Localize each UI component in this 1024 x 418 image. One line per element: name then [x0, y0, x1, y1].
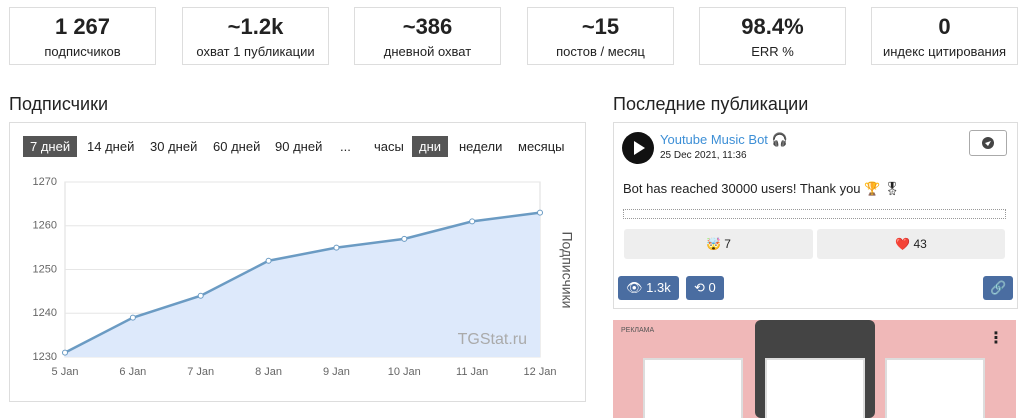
- section-title: Последние публикации: [613, 94, 809, 114]
- stat-label: постов / месяц: [556, 44, 645, 59]
- views: 1.3k: [646, 280, 671, 295]
- channel-link[interactable]: Youtube Music Bot 🎧: [660, 132, 788, 147]
- range-button[interactable]: ...: [340, 139, 351, 154]
- stat-label: подписчиков: [44, 44, 121, 59]
- range-button[interactable]: 30 дней: [150, 139, 198, 154]
- stat-card: 98.4% ERR %: [699, 7, 846, 65]
- window: [765, 358, 865, 418]
- stat-value: 1 267: [54, 14, 111, 39]
- point: [333, 244, 340, 251]
- line: [64, 211, 541, 354]
- telegram-button[interactable]: [969, 130, 1007, 156]
- point: [62, 349, 68, 356]
- reaction[interactable]: ❤️ 43: [817, 229, 1005, 259]
- window: [885, 358, 985, 418]
- range-button[interactable]: месяцы: [518, 139, 565, 154]
- stat-label: дневной охват: [383, 44, 472, 59]
- y-tick-label: 1230: [33, 351, 57, 363]
- x-tick-label: 8 Jan: [255, 366, 282, 378]
- x-tick-label: 7 Jan: [187, 366, 214, 378]
- point: [129, 314, 136, 321]
- post-card: Youtube Music Bot 🎧 25 Dec 2021, 11:36 B…: [613, 122, 1018, 309]
- x-tick-label: 10 Jan: [388, 366, 421, 378]
- ad-banner[interactable]: РЕКЛАМА ⋮: [613, 320, 1016, 418]
- point: [197, 292, 204, 299]
- y-tick-label: 1260: [33, 220, 57, 232]
- window: [643, 358, 743, 418]
- range-button[interactable]: 60 дней: [213, 139, 261, 154]
- post-text: Bot has reached 30000 users! Thank you 🏆…: [623, 181, 901, 196]
- count: 43: [913, 237, 927, 251]
- reposts: 0: [708, 280, 716, 295]
- range-button[interactable]: недели: [459, 139, 503, 154]
- range-button[interactable]: часы: [374, 139, 404, 154]
- point: [401, 235, 408, 242]
- progress: [623, 209, 1006, 219]
- stat-card: ~15 постов / месяц: [527, 7, 674, 65]
- reaction[interactable]: 🤯 7: [624, 229, 813, 259]
- point: [469, 218, 476, 225]
- post-date: 25 Dec 2021, 11:36: [660, 150, 747, 161]
- views-button[interactable]: 👁 1.3k: [618, 276, 679, 300]
- stat-label: индекс цитирования: [882, 44, 1007, 59]
- y-tick-label: 1240: [33, 307, 57, 319]
- y-tick-label: 1270: [33, 176, 57, 188]
- section-title: Подписчики: [9, 94, 109, 114]
- emoji: 🤯: [706, 237, 721, 251]
- range-button[interactable]: 90 дней: [275, 139, 323, 154]
- area: [65, 212, 540, 357]
- x-tick-label: 9 Jan: [323, 366, 350, 378]
- watermark: TGStat.ru: [458, 331, 527, 348]
- x-tick-label: 5 Jan: [52, 366, 79, 378]
- menu[interactable]: ⋮: [988, 330, 1004, 347]
- stat-value: 0: [938, 14, 951, 39]
- range-button[interactable]: 7 дней: [23, 136, 78, 157]
- stat-card: 0 индекс цитирования: [871, 7, 1018, 65]
- stat-value: ~386: [402, 14, 453, 39]
- icon: [982, 137, 994, 149]
- x-tick-label: 12 Jan: [523, 366, 556, 378]
- stat-value: ~15: [581, 14, 620, 39]
- x-tick-label: 6 Jan: [119, 366, 146, 378]
- stat-card: ~386 дневной охват: [354, 7, 501, 65]
- link-button[interactable]: 🔗: [983, 276, 1014, 300]
- chart: Подписчики 1230 1240 1250 1260 1270 5 Jan 6 Ja…: [33, 176, 576, 378]
- x-tick-label: 11 Jan: [456, 366, 488, 378]
- emoji: ❤️: [895, 237, 911, 251]
- avatar: [622, 132, 654, 164]
- range-button[interactable]: дни: [412, 136, 449, 157]
- stat-label: охват 1 публикации: [196, 44, 315, 59]
- y-axis-label: Подписчики: [559, 231, 575, 308]
- stat-value: 98.4%: [741, 14, 804, 39]
- count: 7: [724, 237, 731, 251]
- ad-label: РЕКЛАМА: [621, 327, 655, 334]
- point: [265, 257, 272, 264]
- stat-card: 1 267 подписчиков: [9, 7, 156, 65]
- point: [537, 209, 543, 216]
- reposts-button[interactable]: ⟲ 0: [686, 276, 724, 300]
- stat-label: ERR %: [751, 44, 794, 59]
- stat-value: ~1.2k: [227, 14, 284, 39]
- range-button[interactable]: 14 дней: [87, 139, 135, 154]
- stat-card: ~1.2k охват 1 публикации: [182, 7, 329, 65]
- y-tick-label: 1250: [33, 263, 57, 275]
